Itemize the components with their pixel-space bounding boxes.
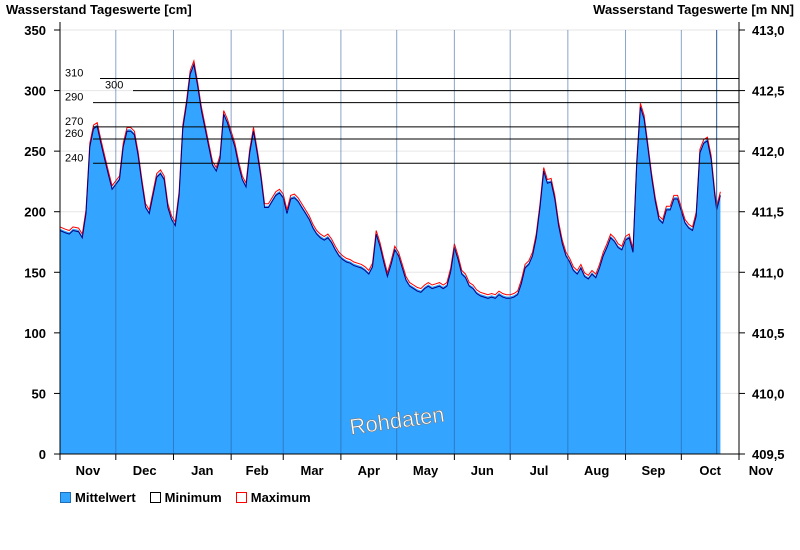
x-tick-label: Oct (699, 463, 721, 478)
x-tick-label: Mar (301, 463, 324, 478)
y-right-tick-label: 412,0 (752, 144, 785, 159)
y-axis-right-title: Wasserstand Tageswerte [m NN] (593, 2, 794, 17)
legend-item-max: Maximum (235, 490, 311, 505)
y-right-tick-label: 411,0 (752, 265, 784, 280)
y-left-tick-label: 100 (24, 326, 46, 341)
legend-swatch-min (149, 492, 161, 503)
x-tick-label: Feb (246, 463, 269, 478)
x-tick-label: May (413, 463, 439, 478)
legend-item-min: Minimum (149, 490, 222, 505)
reference-line-label: 240 (65, 152, 83, 164)
reference-line-label: 260 (65, 128, 83, 140)
legend-label-min: Minimum (164, 490, 222, 505)
x-tick-label: Jul (530, 463, 549, 478)
y-right-tick-label: 410,5 (752, 326, 785, 341)
y-axis-right-ticks: 409,5 410,0 410,5 411,0 411,5 412,0 412,5 413,0 (739, 23, 785, 462)
y-right-tick-label: 413,0 (752, 23, 785, 38)
y-left-tick-label: 200 (24, 205, 46, 220)
y-right-tick-label: 409,5 (752, 447, 785, 462)
reference-line-label: 290 (65, 92, 83, 104)
reference-line-label: 300 (105, 80, 123, 92)
y-left-tick-label: 300 (24, 84, 46, 99)
x-tick-label: Nov (76, 463, 101, 478)
y-right-tick-label: 410,0 (752, 386, 785, 401)
legend-label-max: Maximum (250, 490, 311, 505)
y-axis-left-ticks: 0 50 100 150 200 250 300 350 (24, 23, 60, 462)
legend-label-mean: Mittelwert (75, 490, 136, 505)
x-tick-label: Nov (749, 463, 774, 478)
y-left-tick-label: 350 (24, 23, 46, 38)
y-left-tick-label: 50 (32, 386, 46, 401)
y-right-tick-label: 412,5 (752, 84, 785, 99)
x-tick-label: Aug (584, 463, 609, 478)
y-left-tick-label: 250 (24, 144, 46, 159)
x-tick-label: Apr (358, 463, 380, 478)
legend: Mittelwert Minimum Maximum (60, 490, 311, 505)
reference-line-label: 310 (65, 67, 83, 79)
x-tick-label: Dec (133, 463, 157, 478)
reference-line-label: 270 (65, 116, 83, 128)
x-tick-label: Jan (191, 463, 213, 478)
y-axis-left-title: Wasserstand Tageswerte [cm] (6, 2, 192, 17)
y-right-tick-label: 411,5 (752, 205, 784, 220)
y-left-tick-label: 150 (24, 265, 46, 280)
x-tick-label: Jun (471, 463, 494, 478)
mean-area (60, 62, 721, 454)
legend-item-mean: Mittelwert (60, 490, 136, 505)
month-dividers (115, 30, 718, 454)
x-tick-label: Sep (642, 463, 666, 478)
legend-swatch-max (235, 492, 247, 503)
legend-swatch-mean (60, 492, 71, 503)
x-axis-ticks: Nov Dec Jan Feb Mar Apr May Jun Jul Aug Sep Oct Nov (59, 454, 774, 478)
y-left-tick-label: 0 (39, 447, 46, 462)
area-layer (59, 59, 721, 454)
